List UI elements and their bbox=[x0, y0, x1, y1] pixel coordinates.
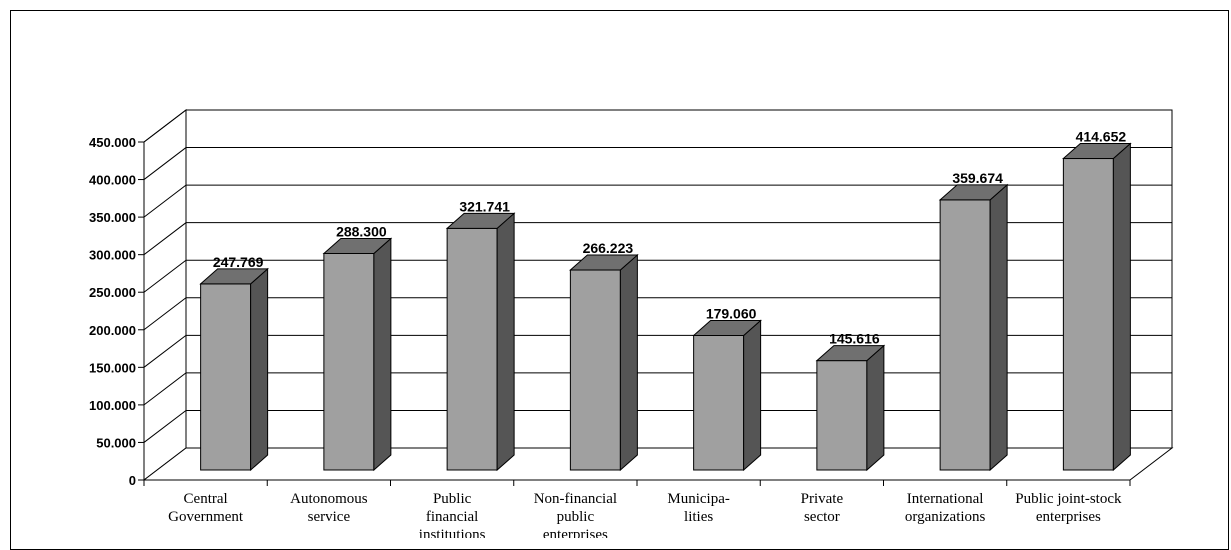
y-tick-label: 0 bbox=[129, 473, 136, 488]
x-tick-label: Municipa-lities bbox=[667, 491, 729, 525]
y-tick-label: 250.000 bbox=[89, 285, 136, 300]
bar-top bbox=[445, 212, 516, 229]
side-wall bbox=[143, 108, 187, 482]
data-label: 179.060 bbox=[706, 306, 757, 322]
x-tick-label-line: public bbox=[557, 509, 595, 525]
x-tick-label-line: Public joint-stock bbox=[1015, 491, 1122, 507]
gridline bbox=[143, 297, 1172, 331]
bar-side bbox=[866, 344, 885, 472]
bar bbox=[939, 199, 991, 471]
bar-top bbox=[199, 268, 269, 285]
data-label: 266.223 bbox=[583, 240, 634, 256]
bar-top bbox=[815, 345, 886, 362]
data-label: 321.741 bbox=[459, 198, 510, 214]
y-tick-label: 100.000 bbox=[89, 398, 136, 413]
x-tick-label-line: Municipa- bbox=[667, 491, 729, 507]
bar-chart: 0 50.000 100.000 150.000 200.000 250.000 300.0… bbox=[89, 108, 1174, 538]
x-tick-label-line: International bbox=[907, 491, 984, 507]
x-tick-label: Private sector bbox=[801, 491, 844, 525]
bar-top bbox=[569, 254, 639, 271]
x-tick-label-line: Non-financial bbox=[534, 491, 617, 507]
bar-top bbox=[938, 184, 1009, 201]
bar-side bbox=[619, 253, 638, 472]
x-tick-label-line: organizations bbox=[905, 509, 986, 525]
bar bbox=[1062, 158, 1114, 471]
x-tick-label-line: Autonomous bbox=[290, 491, 368, 507]
gridline bbox=[143, 109, 1172, 143]
x-tick-label-line: lities bbox=[684, 509, 713, 525]
bar-side bbox=[1112, 142, 1131, 472]
data-label: 288.300 bbox=[336, 223, 387, 239]
y-tick-label: 200.000 bbox=[89, 323, 136, 338]
bar-side bbox=[496, 212, 515, 472]
gridline bbox=[143, 184, 1172, 218]
x-tick-label: Public financial institutions bbox=[419, 491, 486, 538]
gridline bbox=[143, 334, 1172, 368]
x-tick-label-line: Central bbox=[184, 491, 228, 507]
x-tick-label-line: Private bbox=[801, 491, 844, 507]
data-label: 359.674 bbox=[952, 170, 1003, 186]
data-label: 247.769 bbox=[213, 254, 264, 270]
bar bbox=[446, 227, 498, 471]
x-tick-label-line: enterprises bbox=[1036, 509, 1101, 525]
bar-side bbox=[989, 183, 1008, 472]
x-tick-label-line: Government bbox=[168, 509, 244, 525]
floor bbox=[142, 447, 1174, 481]
data-label: 414.652 bbox=[1076, 129, 1127, 145]
data-label: 145.616 bbox=[829, 331, 880, 347]
bar-side bbox=[250, 267, 269, 472]
bar bbox=[323, 252, 375, 471]
bar bbox=[816, 360, 868, 471]
x-tick-label-line: enterprises bbox=[543, 527, 608, 538]
y-tick-label: 450.000 bbox=[89, 135, 136, 150]
bar-top bbox=[1062, 143, 1132, 160]
x-tick-label: Autonomous service bbox=[290, 491, 368, 525]
y-tick-label: 350.000 bbox=[89, 210, 136, 225]
x-tick-label: Public joint-stock enterprises bbox=[1015, 491, 1122, 525]
x-tick-label-line: institutions bbox=[419, 527, 486, 538]
bar-top bbox=[692, 320, 762, 337]
x-tick-label-line: Public bbox=[433, 491, 472, 507]
bar-top bbox=[322, 237, 393, 254]
bar bbox=[569, 269, 621, 471]
y-tick-label: 150.000 bbox=[89, 360, 136, 375]
gridline bbox=[143, 259, 1172, 293]
x-tick-label: International organizations bbox=[905, 491, 986, 525]
y-tick-label: 50.000 bbox=[96, 435, 136, 450]
y-tick-label: 400.000 bbox=[89, 173, 136, 188]
x-tick-label-line: service bbox=[308, 509, 351, 525]
bar bbox=[693, 335, 745, 471]
bar bbox=[200, 283, 252, 471]
y-tick-label: 300.000 bbox=[89, 248, 136, 263]
x-tick-label-line: financial bbox=[426, 509, 478, 525]
bar-side bbox=[373, 237, 392, 472]
x-tick-label-line: sector bbox=[804, 509, 840, 525]
bar-side bbox=[743, 319, 762, 472]
x-tick-label: Central Government bbox=[168, 491, 244, 525]
gridline bbox=[143, 222, 1172, 256]
gridline bbox=[143, 147, 1172, 180]
x-tick-label: Non-financial public enterprises bbox=[534, 491, 617, 538]
